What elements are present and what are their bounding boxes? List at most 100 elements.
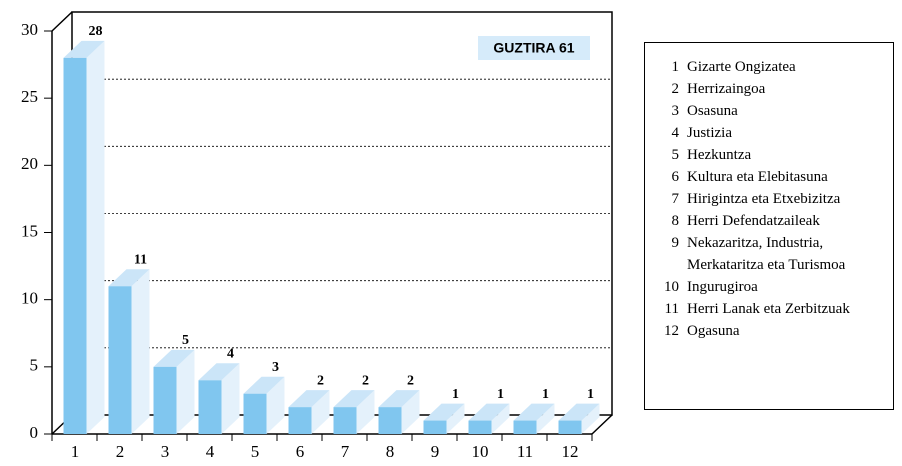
bar bbox=[153, 366, 177, 434]
legend-label: Hirigintza eta Etxebizitza bbox=[687, 191, 841, 207]
bar-side bbox=[311, 390, 330, 434]
x-tick-label: 10 bbox=[472, 442, 489, 461]
bar-top bbox=[333, 390, 375, 408]
x-tick-label: 4 bbox=[206, 442, 215, 461]
bar-side bbox=[491, 403, 510, 434]
legend-item: 12 Ogasuna bbox=[645, 320, 893, 342]
bar bbox=[378, 407, 402, 434]
value-label: 4 bbox=[227, 346, 234, 361]
bar-top bbox=[423, 403, 465, 421]
value-label: 11 bbox=[134, 252, 147, 267]
bar-side bbox=[221, 363, 240, 434]
legend-number: 10 bbox=[664, 279, 679, 295]
legend-number: 7 bbox=[671, 191, 680, 207]
value-label: 3 bbox=[272, 360, 279, 375]
bar-top bbox=[468, 403, 510, 421]
annotation: GUZTIRA 61 bbox=[493, 40, 574, 56]
legend-label: Gizarte Ongizatea bbox=[687, 59, 796, 75]
value-label: 1 bbox=[542, 387, 549, 402]
bar-top bbox=[108, 269, 150, 287]
x-tick-label: 7 bbox=[341, 442, 350, 461]
legend-item: 11 Herri Lanak eta Zerbitzuak bbox=[645, 298, 893, 320]
y-tick-label: 25 bbox=[21, 87, 38, 106]
bar-side bbox=[266, 376, 285, 434]
bar bbox=[333, 407, 357, 434]
bar-top bbox=[243, 376, 285, 394]
annotation-box bbox=[478, 36, 590, 60]
x-tick-label: 12 bbox=[562, 442, 579, 461]
legend-item: 8 Herri Defendatzaileak bbox=[645, 210, 893, 232]
x-tick-label: 6 bbox=[296, 442, 305, 461]
legend-item: 3 Osasuna bbox=[645, 100, 893, 122]
x-tick-label: 9 bbox=[431, 442, 440, 461]
x-tick-label: 8 bbox=[386, 442, 395, 461]
frame bbox=[51, 11, 73, 32]
bar-side bbox=[176, 349, 195, 434]
y-tick-label: 10 bbox=[21, 289, 38, 308]
legend-number: 8 bbox=[671, 213, 680, 229]
chart: 0510152025301282113544536272829110111112… bbox=[21, 11, 613, 461]
value-label: 1 bbox=[497, 387, 504, 402]
bar-top bbox=[558, 403, 600, 421]
legend-item: 9 Nekazaritza, Industria, Merkataritza et… bbox=[645, 232, 893, 276]
legend-number: 6 bbox=[671, 169, 680, 185]
legend-label: Ingurugiroa bbox=[687, 279, 758, 295]
legend-label: Nekazaritza, Industria, Merkataritza eta… bbox=[687, 235, 846, 273]
bar-side bbox=[536, 403, 555, 434]
x-tick-label: 3 bbox=[161, 442, 170, 461]
legend-item: 4 Justizia bbox=[645, 122, 893, 144]
bar-top bbox=[153, 349, 195, 367]
bar bbox=[108, 286, 132, 434]
legend-number: 12 bbox=[664, 323, 679, 339]
frame bbox=[591, 414, 613, 435]
legend-item: 5 Hezkuntza bbox=[645, 144, 893, 166]
bar bbox=[198, 380, 222, 434]
legend-label: Hezkuntza bbox=[687, 147, 752, 163]
bar-top bbox=[63, 40, 105, 58]
y-tick-label: 20 bbox=[21, 154, 38, 173]
bar-top bbox=[513, 403, 555, 421]
legend-number: 9 bbox=[671, 235, 680, 251]
bar-top bbox=[378, 390, 420, 408]
legend-label: Justizia bbox=[687, 125, 732, 141]
legend-item: 1 Gizarte Ongizatea bbox=[645, 56, 893, 78]
y-tick-label: 5 bbox=[30, 356, 39, 375]
bar bbox=[468, 420, 492, 434]
y-tick-label: 0 bbox=[30, 423, 39, 442]
legend: 1 Gizarte Ongizatea 2 Herrizaingoa 3 Osasuna 4… bbox=[644, 42, 894, 410]
legend-label: Osasuna bbox=[687, 103, 738, 119]
legend-item: 10 Ingurugiroa bbox=[645, 276, 893, 298]
legend-label: Kultura eta Elebitasuna bbox=[687, 169, 828, 185]
bar-side bbox=[581, 403, 600, 434]
bar-side bbox=[446, 403, 465, 434]
x-tick-label: 11 bbox=[517, 442, 533, 461]
bar-side bbox=[131, 269, 150, 434]
value-label: 2 bbox=[362, 373, 369, 388]
legend-number: 3 bbox=[671, 103, 680, 119]
value-label: 28 bbox=[89, 24, 103, 39]
bar bbox=[288, 407, 312, 434]
legend-item: 2 Herrizaingoa bbox=[645, 78, 893, 100]
bar bbox=[558, 420, 582, 434]
legend-label: Ogasuna bbox=[687, 323, 740, 339]
legend-label: Herri Defendatzaileak bbox=[687, 213, 820, 229]
legend-number: 2 bbox=[671, 81, 680, 97]
x-tick-label: 5 bbox=[251, 442, 260, 461]
bar-side bbox=[401, 390, 420, 434]
legend-number: 11 bbox=[664, 301, 679, 317]
bar-top bbox=[198, 363, 240, 381]
x-tick-label: 1 bbox=[71, 442, 80, 461]
value-label: 2 bbox=[317, 373, 324, 388]
value-label: 1 bbox=[587, 387, 594, 402]
x-tick-label: 2 bbox=[116, 442, 125, 461]
legend-item: 6 Kultura eta Elebitasuna bbox=[645, 166, 893, 188]
value-label: 2 bbox=[407, 373, 414, 388]
legend-item: 7 Hirigintza eta Etxebizitza bbox=[645, 188, 893, 210]
bar bbox=[513, 420, 537, 434]
bar-top bbox=[288, 390, 330, 408]
value-label: 1 bbox=[452, 387, 459, 402]
bar bbox=[243, 393, 267, 434]
value-label: 5 bbox=[182, 333, 189, 348]
y-tick-label: 30 bbox=[21, 20, 38, 39]
